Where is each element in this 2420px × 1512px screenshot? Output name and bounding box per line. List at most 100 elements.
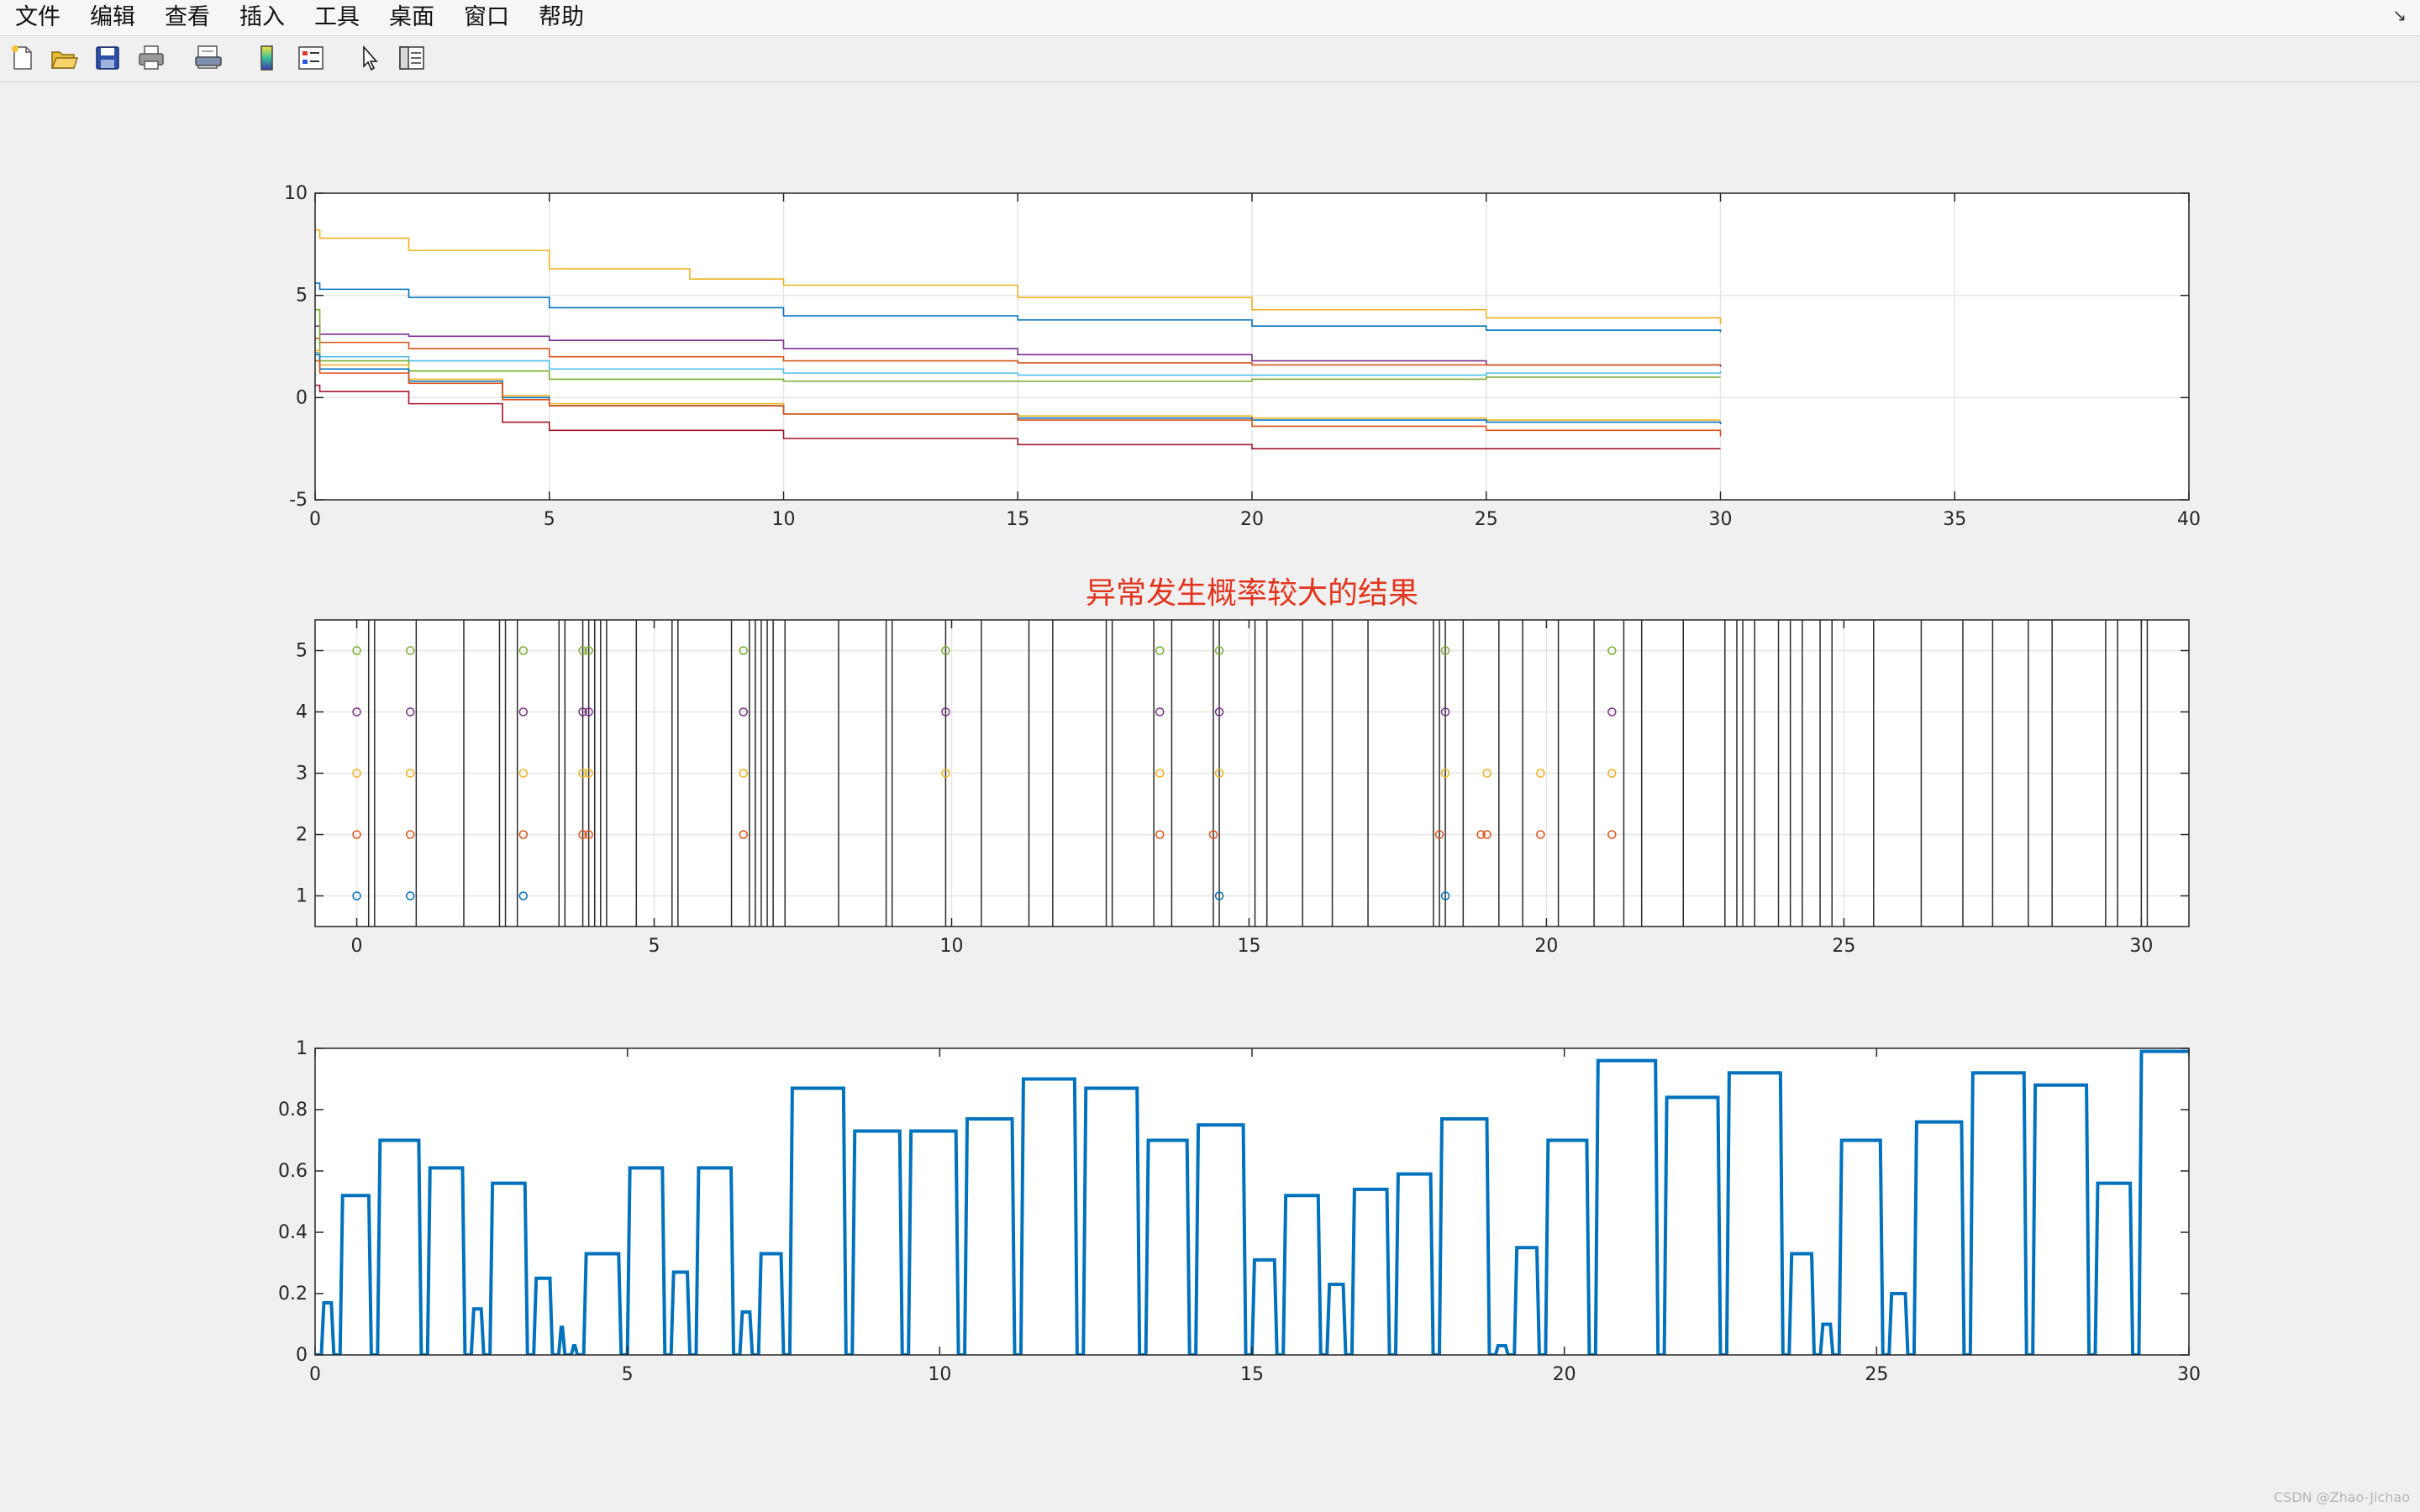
- property-editor-icon[interactable]: [397, 43, 427, 73]
- menu-tools[interactable]: 工具: [314, 4, 360, 30]
- chart-2: 0 5 10 15 20 25 30 1 2 3 4 5 异常发生概率较大的结果: [296, 576, 2190, 957]
- data-point: [1440, 769, 1450, 778]
- data-point: [406, 769, 415, 778]
- data-point: [941, 769, 950, 778]
- x-tick-label: 0: [351, 936, 363, 957]
- x-tick-label: 30: [2129, 936, 2153, 957]
- x-tick-label: 20: [1240, 509, 1264, 530]
- data-point: [1440, 891, 1450, 900]
- data-point: [578, 646, 587, 655]
- data-point: [1214, 646, 1224, 655]
- x-tick-label: 25: [1475, 509, 1498, 530]
- x-tick-label: 5: [622, 1364, 634, 1385]
- data-point: [584, 707, 593, 717]
- data-point: [406, 646, 415, 655]
- legend-icon[interactable]: [296, 43, 326, 73]
- y-tick-label: 0.2: [278, 1284, 308, 1305]
- data-point: [1536, 830, 1545, 839]
- data-point: [584, 769, 593, 778]
- menu-edit[interactable]: 编辑: [90, 4, 135, 30]
- chart-title: 异常发生概率较大的结果: [1086, 576, 1418, 611]
- data-point: [406, 891, 415, 900]
- y-tick-label: -5: [289, 490, 308, 511]
- data-point: [352, 891, 361, 900]
- menu-file[interactable]: 文件: [15, 4, 60, 30]
- series-line: [315, 325, 1722, 367]
- data-point: [578, 707, 587, 717]
- x-tick-label: 30: [1709, 509, 1733, 530]
- x-tick-label: 15: [1240, 1364, 1264, 1385]
- data-point: [1607, 769, 1617, 778]
- data-point: [584, 646, 593, 655]
- new-figure-icon[interactable]: [7, 43, 37, 73]
- data-point: [1476, 830, 1486, 839]
- menu-desktop[interactable]: 桌面: [389, 4, 434, 30]
- data-point: [406, 707, 415, 717]
- series-group: [315, 1049, 2189, 1355]
- data-point: [1155, 830, 1165, 839]
- series-line: [315, 352, 1722, 376]
- series-line: [315, 282, 1722, 333]
- x-tick-label: 25: [1865, 1364, 1888, 1385]
- x-tick-label: 5: [649, 936, 660, 957]
- y-tick-label: 0.4: [278, 1222, 308, 1243]
- y-tick-label: 3: [296, 764, 308, 785]
- menu-view[interactable]: 查看: [165, 4, 210, 30]
- data-point: [1607, 707, 1617, 717]
- data-point: [1434, 830, 1444, 839]
- y-tick-label: 0: [296, 387, 308, 408]
- data-point: [1208, 830, 1218, 839]
- open-file-icon[interactable]: [49, 43, 79, 73]
- data-point: [1607, 830, 1617, 839]
- y-tick-label: 0: [296, 1345, 308, 1366]
- y-tick-label: 5: [296, 641, 308, 662]
- data-point: [1536, 769, 1545, 778]
- pointer-icon[interactable]: [355, 43, 385, 73]
- x-tick-label: 5: [544, 509, 555, 530]
- x-tick-label: 10: [772, 509, 796, 530]
- x-tick-label: 25: [1832, 936, 1855, 957]
- series-line: [315, 229, 1722, 324]
- print-preview-icon[interactable]: [193, 43, 224, 73]
- data-point: [941, 707, 950, 717]
- x-tick-label: 35: [1943, 509, 1966, 530]
- data-point: [739, 646, 748, 655]
- data-point: [518, 891, 529, 900]
- menu-help[interactable]: 帮助: [539, 4, 584, 30]
- data-point: [578, 769, 587, 778]
- data-point: [578, 830, 587, 839]
- series-line: [315, 360, 1722, 437]
- data-point: [518, 707, 529, 717]
- data-point: [941, 646, 950, 655]
- print-icon[interactable]: [136, 43, 166, 73]
- data-point: [352, 769, 361, 778]
- data-point: [518, 769, 529, 778]
- data-point: [1440, 646, 1450, 655]
- series-group: [352, 620, 2149, 927]
- data-point: [739, 769, 748, 778]
- series-group: [315, 229, 1722, 449]
- colorbar-icon[interactable]: [252, 43, 282, 73]
- data-point: [406, 830, 415, 839]
- x-tick-label: 0: [309, 509, 321, 530]
- x-tick-label: 0: [309, 1364, 321, 1385]
- data-point: [352, 646, 361, 655]
- series-line: [315, 349, 1721, 421]
- y-tick-label: 4: [296, 702, 308, 723]
- y-tick-label: 0.8: [278, 1100, 308, 1121]
- data-point: [1440, 707, 1450, 717]
- menu-insert[interactable]: 插入: [239, 4, 285, 30]
- menu-window[interactable]: 窗口: [464, 4, 509, 30]
- data-point: [352, 830, 361, 839]
- menu-bar: 文件 编辑 查看 插入 工具 桌面 窗口 帮助 ↘: [0, 0, 2420, 36]
- data-point: [352, 707, 361, 717]
- chart-3: 0 5 10 15 20 25 30 0 0.2 0.4 0.6 0.8 1: [278, 1038, 2201, 1385]
- series-line: [315, 337, 1721, 366]
- save-icon[interactable]: [92, 43, 123, 73]
- toolbar: [0, 36, 2420, 82]
- data-point: [1214, 769, 1224, 778]
- series-line: [315, 308, 1721, 382]
- dock-arrow-icon[interactable]: ↘: [2392, 5, 2407, 25]
- y-tick-label: 5: [296, 286, 308, 307]
